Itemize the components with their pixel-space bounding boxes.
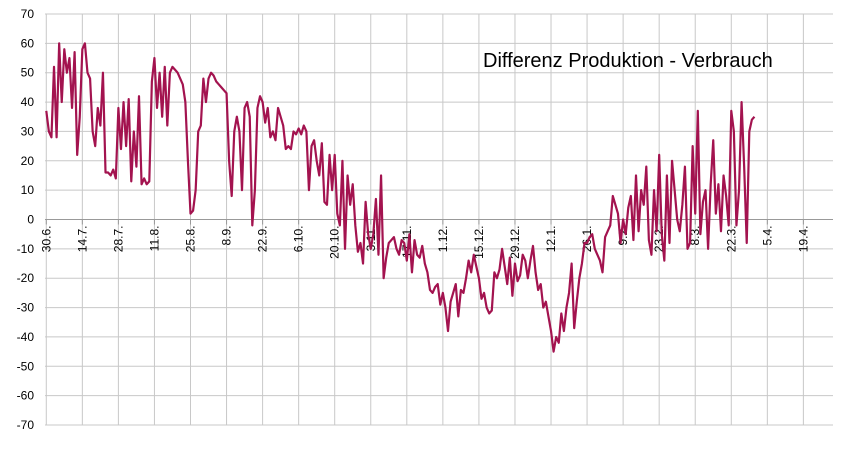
y-tick-label: 40 xyxy=(21,95,35,109)
x-tick-label: 12.1. xyxy=(544,226,558,253)
y-tick-label: -50 xyxy=(17,359,35,373)
y-tick-label: 50 xyxy=(21,66,35,80)
x-tick-label: 19.4. xyxy=(796,226,810,253)
y-tick-label: -10 xyxy=(17,242,35,256)
plot: -70 -60 -50 -40 -30 -20 -10 0 10 20 30 40 50 60 70 30.6… xyxy=(17,7,833,432)
x-tick-label: 22.9. xyxy=(256,226,270,253)
y-tick-label: 20 xyxy=(21,154,35,168)
x-tick-label: 15.12. xyxy=(472,226,486,259)
x-tick-label: 25.8. xyxy=(183,226,197,253)
y-tick-label: 10 xyxy=(21,183,35,197)
x-tick-label: 8.9. xyxy=(220,226,234,246)
y-tick-label: -70 xyxy=(17,418,35,432)
y-tick-label: 0 xyxy=(27,213,34,227)
x-tick-label: 8.3. xyxy=(688,226,702,246)
x-tick-label: 30.6. xyxy=(39,226,53,253)
y-tick-label: -30 xyxy=(17,301,35,315)
x-tick-label: 22.3. xyxy=(724,226,738,253)
y-tick-label: -20 xyxy=(17,271,35,285)
y-tick-label: -40 xyxy=(17,330,35,344)
x-tick-label: 11.8. xyxy=(147,226,161,252)
data-line xyxy=(45,42,756,353)
y-tick-label: 70 xyxy=(21,7,35,21)
x-tick-label: 20.10. xyxy=(328,226,342,259)
x-tick-label: 29.12. xyxy=(508,226,522,259)
x-tick-label: 6.10. xyxy=(292,226,306,253)
x-tick-label: 5.4. xyxy=(760,226,774,246)
y-tick-label: 30 xyxy=(21,124,35,138)
x-tick-label: 14.7. xyxy=(75,226,89,253)
y-tick-label: 60 xyxy=(21,36,35,50)
y-tick-label: -60 xyxy=(17,389,35,403)
x-tick-label: 1.12. xyxy=(436,226,450,253)
x-tick-label: 28.7. xyxy=(111,226,125,253)
chart-title: Differenz Produktion - Verbrauch xyxy=(483,50,773,72)
